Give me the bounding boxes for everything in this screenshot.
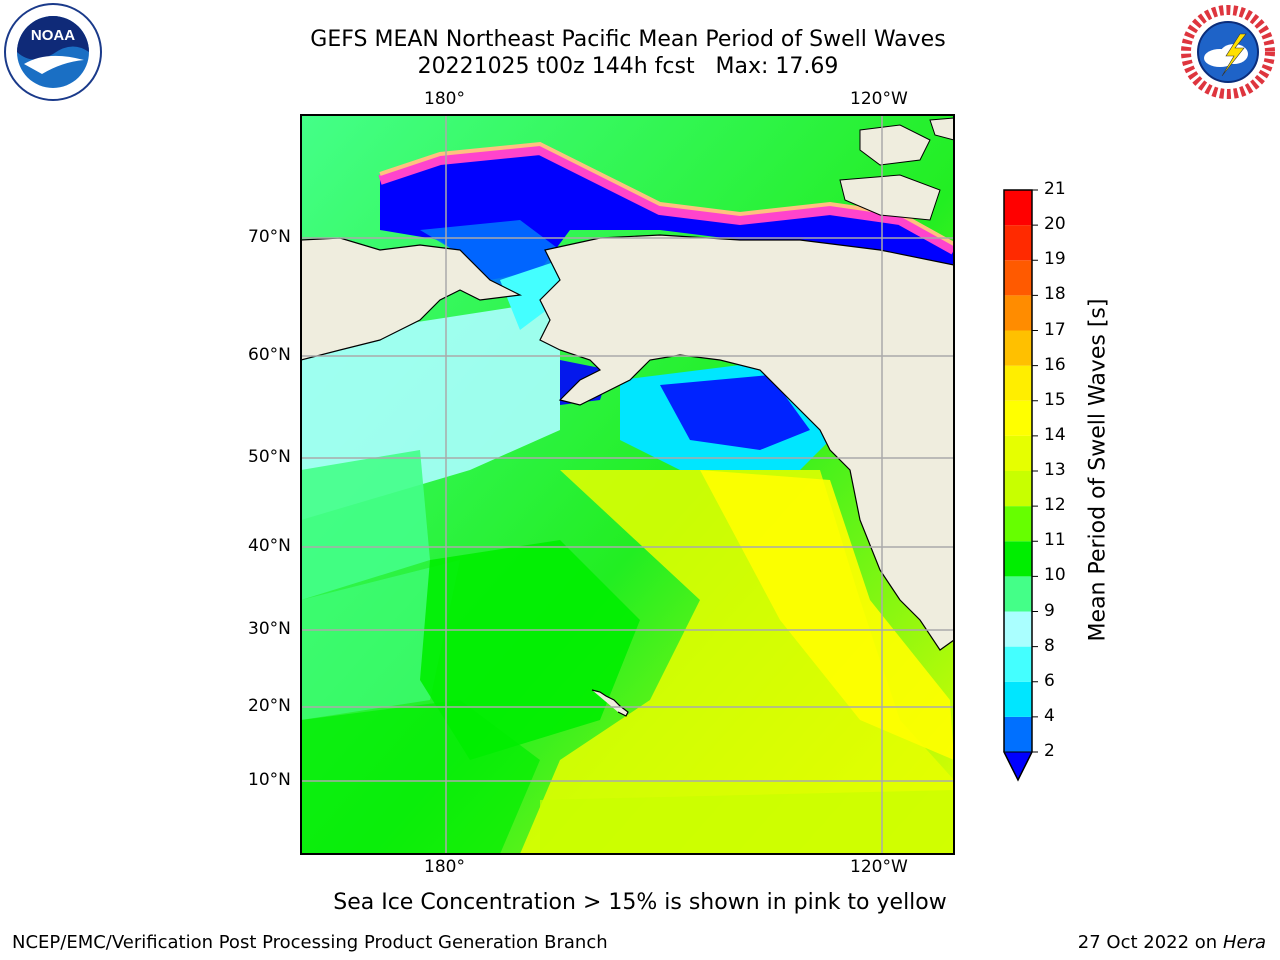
- colorbar-tick-label: 2: [1044, 741, 1055, 761]
- colorbar-bin: [1004, 365, 1032, 401]
- colorbar-bin: [1004, 295, 1032, 331]
- colorbar-bin: [1004, 400, 1032, 436]
- swell-region-blue-gulf: [660, 375, 810, 450]
- land-arctic-islands: [859, 124, 931, 166]
- lat-label-30n: 30°N: [248, 619, 291, 639]
- colorbar-bin: [1004, 611, 1032, 647]
- footer-credit: NCEP/EMC/Verification Post Processing Pr…: [12, 932, 608, 953]
- nws-logo: [1181, 5, 1275, 99]
- colorbar: [1003, 189, 1038, 782]
- colorbar-bin: [1004, 260, 1032, 296]
- colorbar-tick-label: 21: [1044, 179, 1066, 199]
- colorbar-bin: [1004, 576, 1032, 612]
- lat-label-40n: 40°N: [248, 536, 291, 556]
- graticule: [301, 115, 954, 854]
- colorbar-tick-label: 10: [1044, 565, 1066, 586]
- colorbar-tick-label: 14: [1044, 424, 1066, 445]
- footer-host: Hera: [1222, 932, 1266, 953]
- colorbar-tick-label: 4: [1044, 705, 1055, 726]
- sea-ice-caption: Sea Ice Concentration > 15% is shown in …: [333, 890, 947, 915]
- lat-label-60n: 60°N: [248, 345, 291, 365]
- footer-date: 27 Oct 2022 on Hera: [1078, 932, 1266, 953]
- colorbar-bin: [1004, 541, 1032, 577]
- colorbar-bin: [1004, 435, 1032, 471]
- sea-ice-edge: [378, 144, 954, 255]
- colorbar-tick-label: 20: [1044, 214, 1066, 235]
- colorbar-bin: [1004, 471, 1032, 507]
- colorbar-tick-label: 15: [1044, 389, 1066, 410]
- colorbar-bin: [1004, 646, 1032, 682]
- colorbar-tick-label: 8: [1044, 635, 1055, 656]
- colorbar-tick-label: 16: [1044, 354, 1066, 375]
- colorbar-frame: [1003, 189, 1033, 782]
- colorbar-bin: [1004, 225, 1032, 261]
- lon-label-top-120w: 120°W: [850, 89, 908, 109]
- lon-label-bottom-120w: 120°W: [850, 857, 908, 877]
- land-hawaii: [591, 689, 629, 717]
- land-north-america: [539, 234, 954, 651]
- colorbar-bin: [1004, 681, 1032, 717]
- colorbar-tick-label: 19: [1044, 249, 1066, 270]
- swell-region-green: [420, 540, 640, 760]
- footer-date-text: 27 Oct 2022 on: [1077, 932, 1223, 953]
- colorbar-tick-label: 18: [1044, 284, 1066, 305]
- lat-label-20n: 20°N: [248, 696, 291, 716]
- colorbar-tick-label: 9: [1044, 600, 1055, 621]
- colorbar-bin: [1004, 190, 1032, 226]
- colorbar-under-arrow: [1003, 751, 1033, 782]
- lat-label-70n: 70°N: [248, 227, 291, 247]
- colorbar-tick-label: 6: [1044, 670, 1055, 691]
- colorbar-tick-label: 11: [1044, 530, 1066, 551]
- map-title: GEFS MEAN Northeast Pacific Mean Period …: [310, 27, 946, 52]
- lon-label-top-180: 180°: [424, 89, 465, 109]
- colorbar-label: Mean Period of Swell Waves [s]: [1085, 298, 1111, 642]
- lon-label-bottom-180: 180°: [424, 857, 465, 877]
- map-subtitle: 20221025 t00z 144h fcst Max: 17.69: [417, 54, 839, 79]
- lat-label-10n: 10°N: [248, 770, 291, 790]
- colorbar-tick-label: 13: [1044, 460, 1066, 480]
- map-frame: [300, 114, 955, 855]
- colorbar-bin: [1004, 330, 1032, 366]
- lat-label-50n: 50°N: [248, 447, 291, 467]
- noaa-logo-text: NOAA: [31, 27, 75, 44]
- colorbar-bin: [1004, 716, 1032, 752]
- colorbar-bin: [1004, 506, 1032, 542]
- colorbar-tick-label: 17: [1044, 319, 1066, 340]
- swell-region-seafoam: [301, 450, 430, 600]
- noaa-logo: NOAA: [4, 3, 102, 101]
- colorbar-tick-label: 12: [1044, 495, 1066, 516]
- map-field: [301, 115, 954, 854]
- land-siberia: [301, 237, 523, 361]
